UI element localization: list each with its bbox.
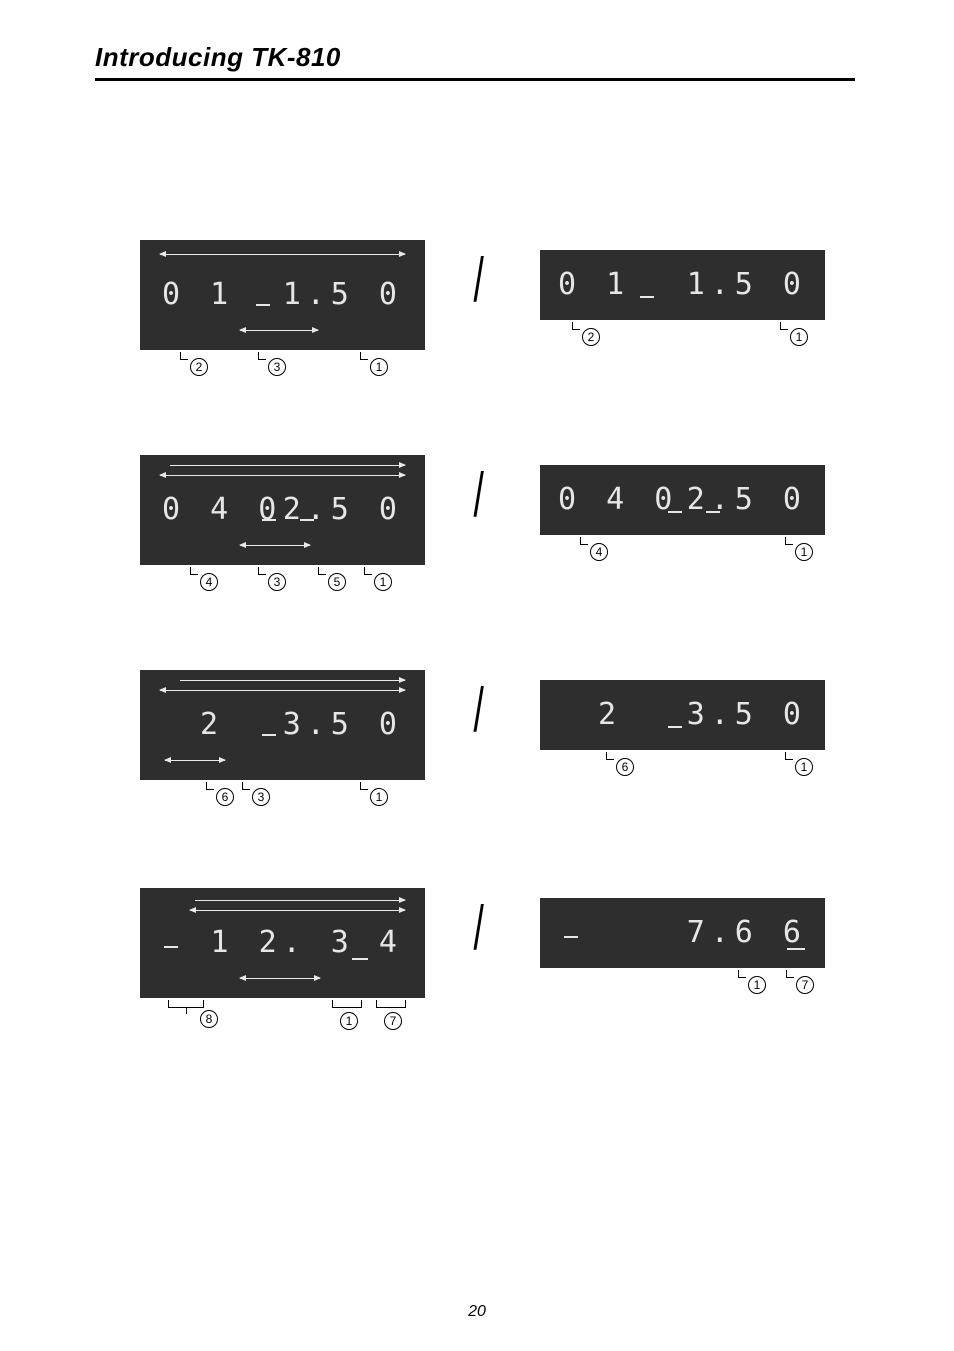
lcd-main-3: 2 3.5 0 <box>140 670 425 780</box>
lcd-value-price3: 3.5 0 <box>283 710 403 740</box>
callout-5: 5 <box>328 573 346 591</box>
page-number: 20 <box>0 1303 954 1321</box>
lcd-cust-2: 0 4 0 2.5 0 <box>540 465 825 535</box>
lcd-main-2: 0 4 0 2.5 0 <box>140 455 425 565</box>
callout-6r: 6 <box>616 758 634 776</box>
title-rule <box>95 78 855 81</box>
callout-6: 6 <box>216 788 234 806</box>
callout-1r3: 1 <box>795 758 813 776</box>
lcd-cust-3: 2 3.5 0 <box>540 680 825 750</box>
callout-7r: 7 <box>796 976 814 994</box>
callout-1r4: 1 <box>748 976 766 994</box>
display-row-2: 0 4 0 2.5 0 4 3 5 1 / 0 4 0 2.5 0 4 1 <box>140 455 840 625</box>
callout-2r: 2 <box>582 328 600 346</box>
lcd-value-dept-r: 0 1 <box>558 270 630 300</box>
callout-3c: 3 <box>252 788 270 806</box>
callout-4: 4 <box>200 573 218 591</box>
display-row-1: 0 1 1.5 0 2 3 1 / 0 1 1.5 0 2 1 <box>140 240 840 410</box>
callout-1r2: 1 <box>795 543 813 561</box>
page-title: Introducing TK-810 <box>95 42 341 73</box>
lcd-value-price2-r: 2.5 0 <box>687 485 807 515</box>
lcd-value-total: 1 2. 3 4 <box>211 928 404 958</box>
lcd-cust-1: 0 1 1.5 0 <box>540 250 825 320</box>
lcd-value-plu-r: 0 4 0 <box>558 485 678 515</box>
callout-1c: 1 <box>370 788 388 806</box>
lcd-main-1: 0 1 1.5 0 <box>140 240 425 350</box>
callout-1d: 1 <box>340 1012 358 1030</box>
callout-1: 1 <box>370 358 388 376</box>
callout-3b: 3 <box>268 573 286 591</box>
callout-1b: 1 <box>374 573 392 591</box>
callout-1r: 1 <box>790 328 808 346</box>
lcd-main-4: 1 2. 3 4 <box>140 888 425 998</box>
lcd-value-change: 7.6 6 <box>687 918 807 948</box>
callout-7: 7 <box>384 1012 402 1030</box>
separator-slash-icon: / <box>473 893 483 964</box>
callout-3: 3 <box>268 358 286 376</box>
callout-4r: 4 <box>590 543 608 561</box>
callout-2: 2 <box>190 358 208 376</box>
lcd-value-dept: 0 1 <box>162 280 234 310</box>
separator-slash-icon: / <box>473 675 483 746</box>
separator-slash-icon: / <box>473 245 483 316</box>
lcd-value-repeat-r: 2 <box>598 700 622 730</box>
lcd-value-price-r: 1.5 0 <box>687 270 807 300</box>
lcd-value-price: 1.5 0 <box>283 280 403 310</box>
display-row-4: 1 2. 3 4 8 1 7 / 7.6 6 1 7 <box>140 888 840 1058</box>
lcd-value-price3-r: 3.5 0 <box>687 700 807 730</box>
display-row-3: 2 3.5 0 6 3 1 / 2 3.5 0 6 1 <box>140 670 840 840</box>
callout-8: 8 <box>200 1010 218 1028</box>
lcd-cust-4: 7.6 6 <box>540 898 825 968</box>
lcd-value-repeat: 2 <box>200 710 224 740</box>
separator-slash-icon: / <box>473 460 483 531</box>
